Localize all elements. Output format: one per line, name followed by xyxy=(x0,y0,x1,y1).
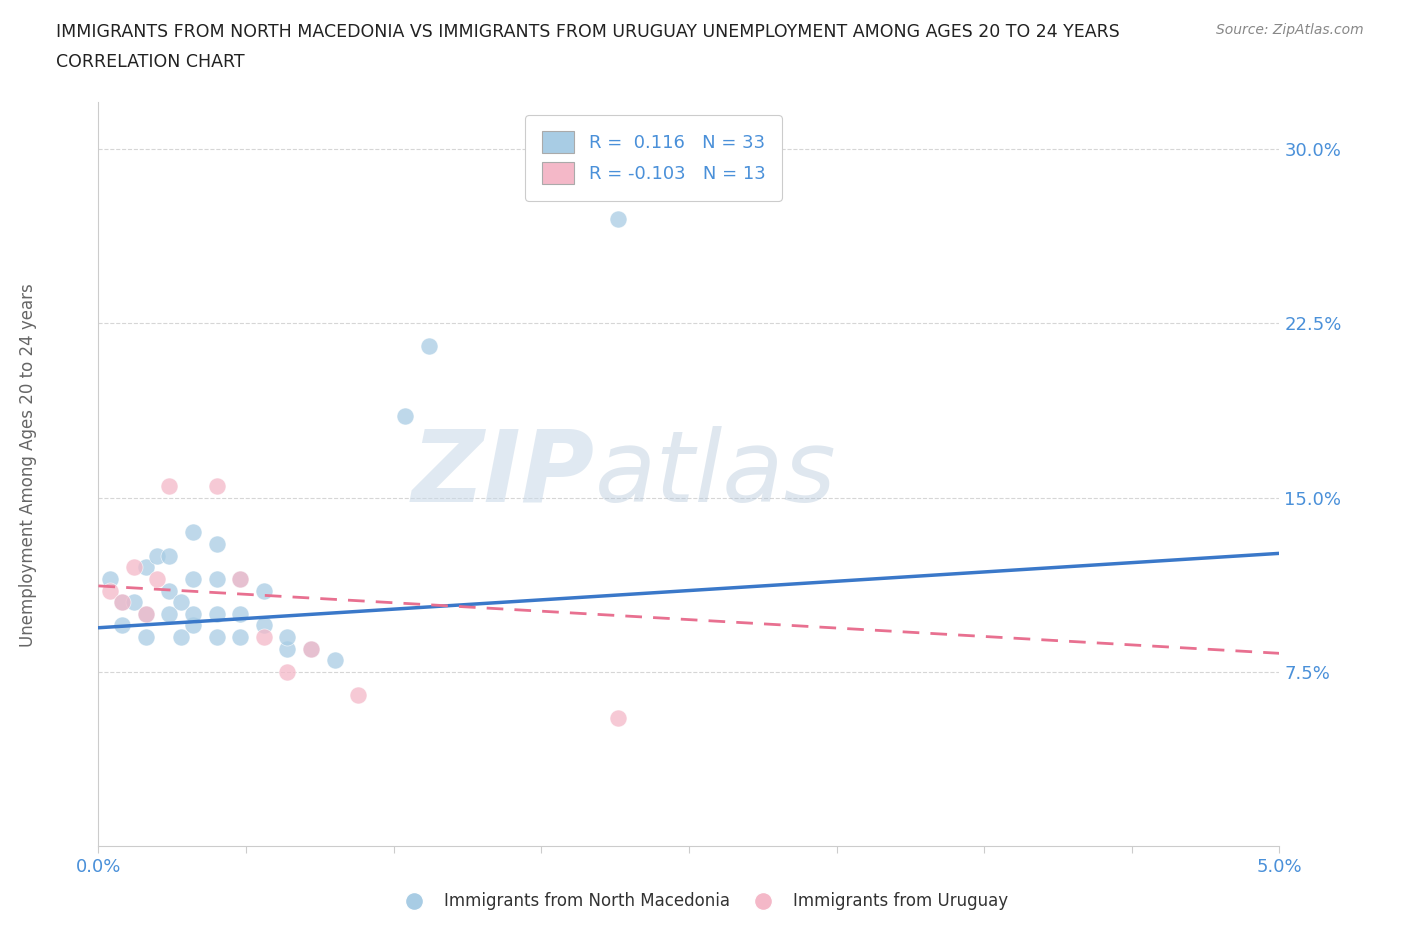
Point xyxy=(229,571,252,586)
Text: Source: ZipAtlas.com: Source: ZipAtlas.com xyxy=(1216,23,1364,37)
Point xyxy=(98,571,121,586)
Point xyxy=(205,606,228,621)
Point xyxy=(276,630,298,644)
Point xyxy=(157,606,180,621)
Legend: R =  0.116   N = 33, R = -0.103   N = 13: R = 0.116 N = 33, R = -0.103 N = 13 xyxy=(526,115,782,201)
Point xyxy=(229,606,252,621)
Point xyxy=(170,630,193,644)
Point xyxy=(394,408,416,423)
Point xyxy=(276,664,298,679)
Legend: Immigrants from North Macedonia, Immigrants from Uruguay: Immigrants from North Macedonia, Immigra… xyxy=(391,885,1015,917)
Point xyxy=(347,688,370,703)
Point xyxy=(135,606,157,621)
Point xyxy=(253,618,276,633)
Point xyxy=(229,630,252,644)
Point xyxy=(135,630,157,644)
Text: IMMIGRANTS FROM NORTH MACEDONIA VS IMMIGRANTS FROM URUGUAY UNEMPLOYMENT AMONG AG: IMMIGRANTS FROM NORTH MACEDONIA VS IMMIG… xyxy=(56,23,1121,41)
Point xyxy=(135,606,157,621)
Point xyxy=(122,595,145,610)
Point xyxy=(299,642,322,657)
Text: atlas: atlas xyxy=(595,426,837,523)
Point xyxy=(181,525,204,539)
Point xyxy=(146,548,169,563)
Point xyxy=(135,560,157,575)
Point xyxy=(157,583,180,598)
Text: CORRELATION CHART: CORRELATION CHART xyxy=(56,53,245,71)
Point xyxy=(205,537,228,551)
Point xyxy=(253,630,276,644)
Point xyxy=(253,583,276,598)
Text: Unemployment Among Ages 20 to 24 years: Unemployment Among Ages 20 to 24 years xyxy=(20,283,37,647)
Text: ZIP: ZIP xyxy=(412,426,595,523)
Point xyxy=(146,571,169,586)
Point xyxy=(205,571,228,586)
Point xyxy=(607,211,630,226)
Point xyxy=(205,630,228,644)
Point xyxy=(170,595,193,610)
Point xyxy=(181,606,204,621)
Point xyxy=(181,618,204,633)
Point xyxy=(323,653,346,668)
Point xyxy=(229,571,252,586)
Point xyxy=(418,339,440,353)
Point xyxy=(157,548,180,563)
Point xyxy=(276,642,298,657)
Point xyxy=(111,618,134,633)
Point xyxy=(111,595,134,610)
Point xyxy=(299,642,322,657)
Point xyxy=(98,583,121,598)
Point xyxy=(181,571,204,586)
Point xyxy=(157,478,180,493)
Point xyxy=(111,595,134,610)
Point xyxy=(205,478,228,493)
Point xyxy=(122,560,145,575)
Point xyxy=(607,711,630,725)
